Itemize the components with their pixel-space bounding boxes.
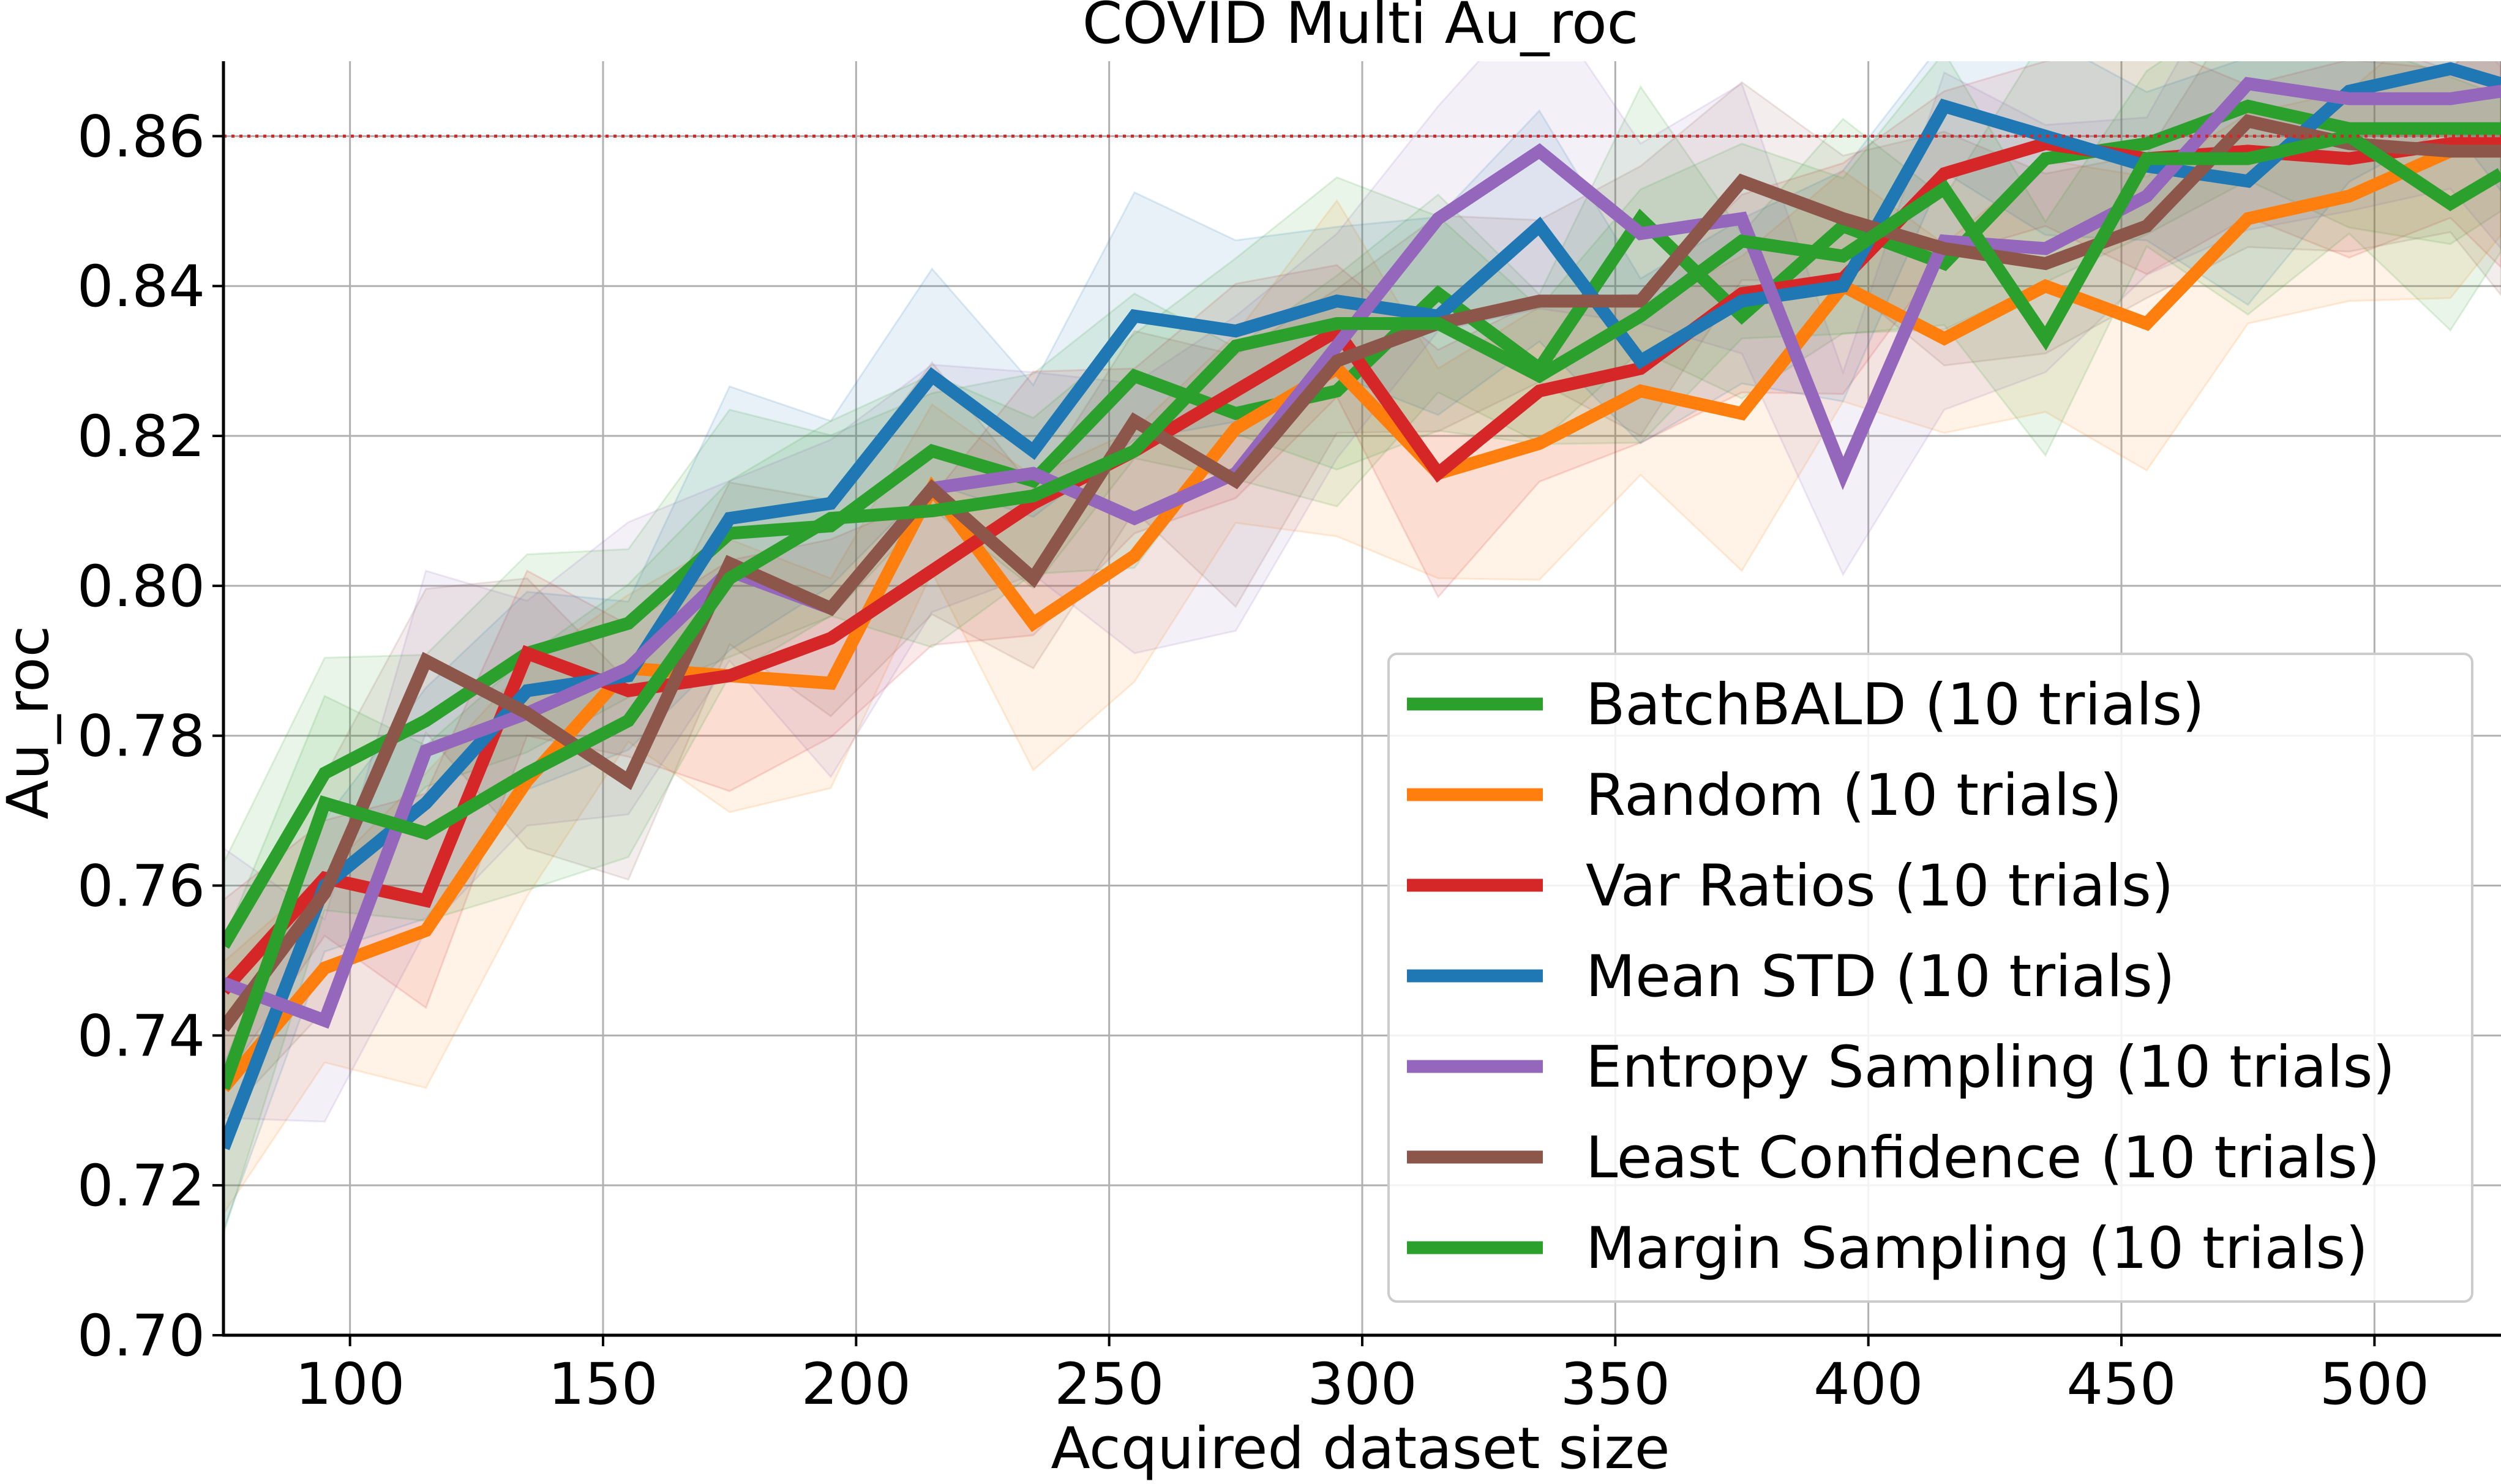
y-tick-label-0.80: 0.80 <box>77 553 205 620</box>
x-tick-label-200: 200 <box>801 1351 911 1418</box>
line-layer <box>223 62 2501 1150</box>
x-tick-label-300: 300 <box>1307 1351 1417 1418</box>
y-tick-label-0.74: 0.74 <box>77 1003 205 1070</box>
x-tick-label-150: 150 <box>548 1351 658 1418</box>
y-tick-label-0.86: 0.86 <box>77 103 205 170</box>
series-line-5 <box>223 77 2501 1029</box>
chart-title: COVID Multi Au_roc <box>1082 0 1639 57</box>
x-tick-label-350: 350 <box>1561 1351 1670 1418</box>
y-tick-label-0.82: 0.82 <box>77 403 205 470</box>
series-line-6 <box>223 114 2501 1032</box>
x-tick-label-250: 250 <box>1054 1351 1164 1418</box>
legend-label-1: BatchBALD (10 trials) <box>1586 672 2205 738</box>
y-tick-label-0.76: 0.76 <box>77 853 205 920</box>
tick-layer: 100 150 200 250 300 350 400 450 500 0.70 0.72 0.74 0… <box>77 103 2429 1418</box>
y-tick-label-0.70: 0.70 <box>77 1303 205 1370</box>
legend-box <box>1387 653 2473 1303</box>
y-tick-label-0.78: 0.78 <box>77 703 205 770</box>
legend-label-5: Entropy Sampling (10 trials) <box>1586 1034 2395 1101</box>
x-axis-title: Acquired dataset size <box>1051 1415 1670 1481</box>
y-axis-title: Au_roc <box>0 626 62 820</box>
y-tick-label-0.84: 0.84 <box>77 253 205 320</box>
legend-label-7: Margin Sampling (10 trials) <box>1586 1215 2368 1282</box>
legend-label-3: Var Ratios (10 trials) <box>1586 853 2173 920</box>
legend-label-2: Random (10 trials) <box>1586 762 2122 829</box>
legend: BatchBALD (10 trials) Random (10 trials) V… <box>1387 653 2473 1303</box>
x-tick-label-500: 500 <box>2320 1351 2429 1418</box>
x-tick-label-400: 400 <box>1813 1351 1923 1418</box>
legend-label-6: Least Confidence (10 trials) <box>1586 1125 2380 1191</box>
series-line-7 <box>223 129 2501 1090</box>
x-tick-label-450: 450 <box>2066 1351 2176 1418</box>
x-tick-label-100: 100 <box>295 1351 405 1418</box>
legend-label-4: Mean STD (10 trials) <box>1586 943 2175 1010</box>
y-tick-label-0.72: 0.72 <box>77 1153 205 1220</box>
